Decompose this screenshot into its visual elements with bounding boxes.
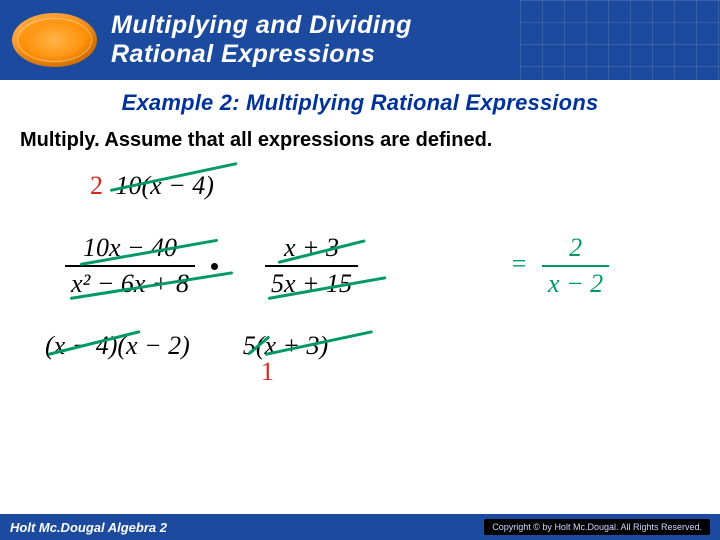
example-title: Example 2: Multiplying Rational Expressi…	[0, 90, 720, 116]
header-title-line1: Multiplying and Dividing	[111, 11, 412, 39]
equals-sign: =	[510, 249, 528, 278]
footer-book-title: Holt Mc.Dougal Algebra 2	[10, 520, 167, 535]
result-den: x − 2	[542, 267, 609, 299]
header-grid-pattern	[520, 0, 720, 80]
rewritten-numerator: 2 10(x − 4)	[90, 171, 214, 201]
multiply-dot-icon	[211, 263, 218, 270]
footer-copyright: Copyright © by Holt Mc.Dougal. All Right…	[484, 519, 710, 535]
slide-header: Multiplying and Dividing Rational Expres…	[0, 0, 720, 80]
instruction-text: Multiply. Assume that all expressions ar…	[20, 128, 700, 153]
logo-oval-icon	[12, 13, 97, 67]
result-fraction: 2 x − 2	[542, 233, 609, 299]
result-expression: = 2 x − 2	[510, 233, 609, 299]
header-title: Multiplying and Dividing Rational Expres…	[111, 11, 412, 69]
one-label: 1	[261, 357, 274, 387]
result-num: 2	[542, 233, 609, 265]
header-title-line2: Rational Expressions	[111, 40, 375, 68]
coef-5: 5	[243, 331, 256, 360]
slide-footer: Holt Mc.Dougal Algebra 2 Copyright © by …	[0, 514, 720, 540]
coef-2: 2	[90, 171, 103, 200]
math-workspace: 2 10(x − 4) 10x − 40 x² − 6x + 8 x + 3 5…	[20, 171, 700, 471]
